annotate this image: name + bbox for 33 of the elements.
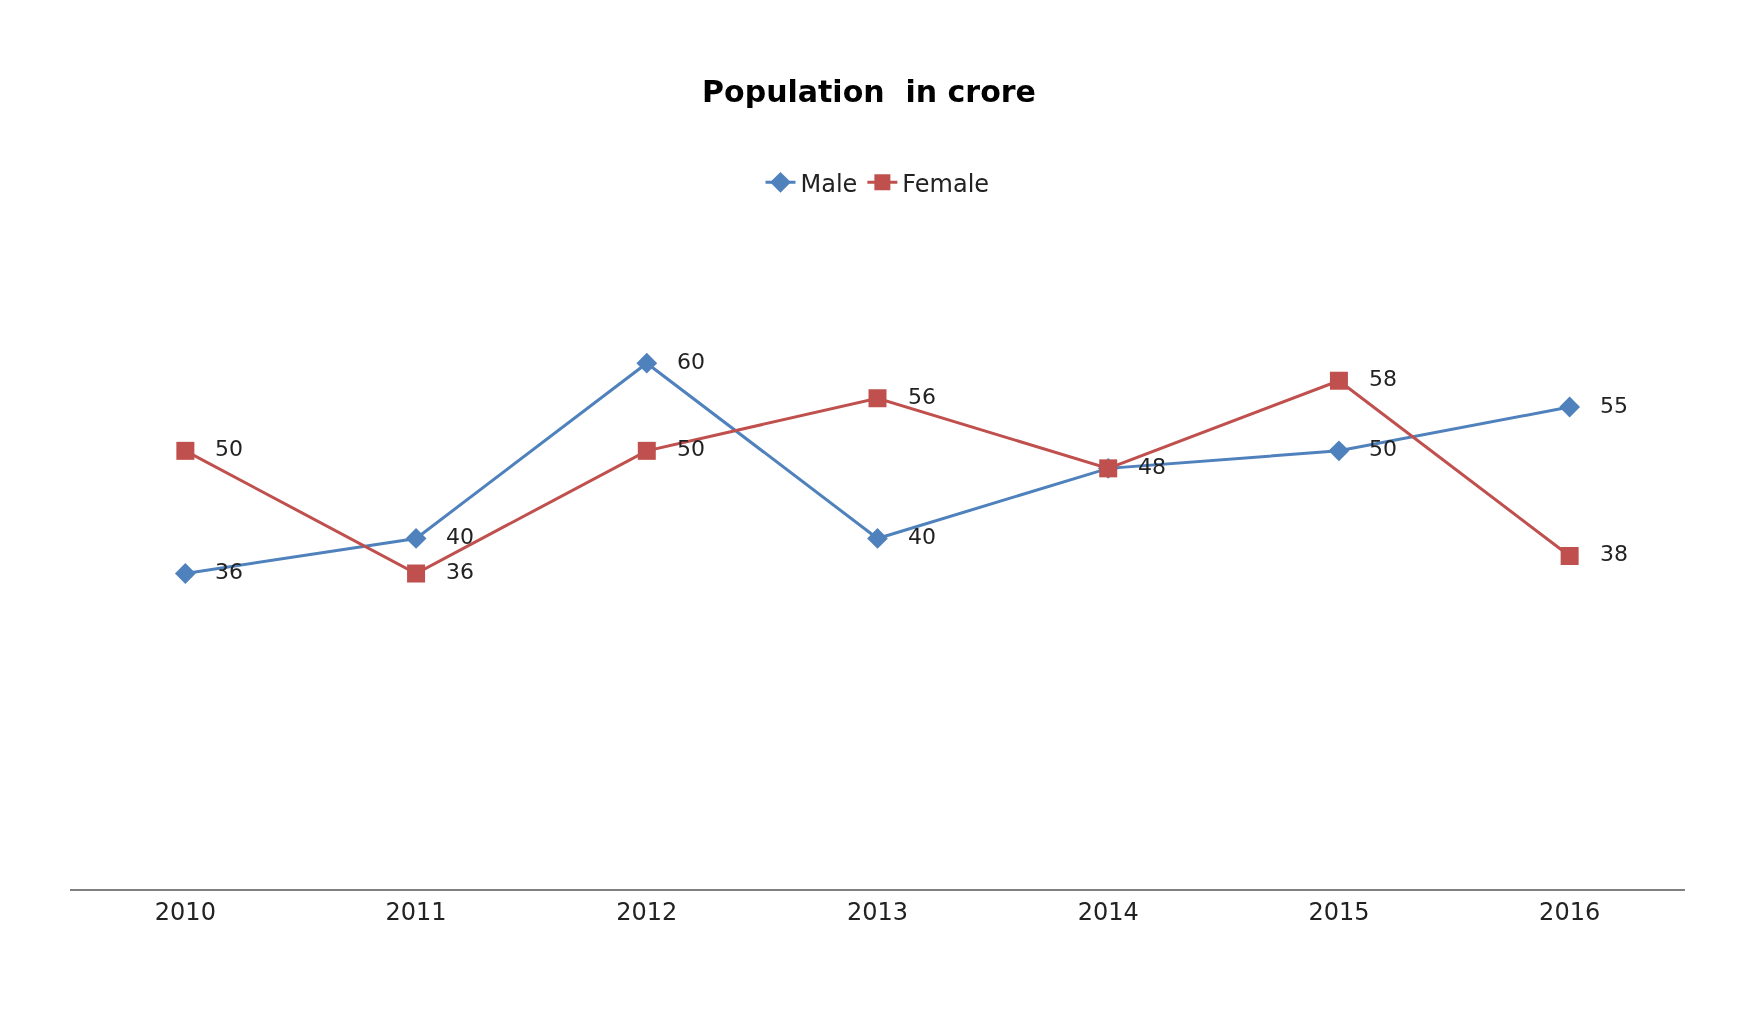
x-tick-label: 2015 [1308, 897, 1370, 926]
data-label: 40 [446, 524, 474, 549]
data-label: 56 [908, 384, 936, 409]
data-label: 50 [677, 436, 705, 461]
data-label: 55 [1600, 393, 1628, 418]
point [637, 441, 656, 460]
point [1560, 546, 1579, 565]
point [868, 389, 887, 408]
x-tick-label: 2016 [1539, 897, 1601, 926]
point [1559, 396, 1581, 418]
data-label: 58 [1369, 366, 1397, 391]
data-label: 36 [446, 559, 474, 584]
x-tick-label: 2014 [1077, 897, 1139, 926]
data-label: 50 [1369, 436, 1397, 461]
x-tick-label: 2012 [616, 897, 678, 926]
point [405, 528, 427, 549]
x-tick-label: 2011 [385, 897, 447, 926]
point [176, 441, 195, 460]
legend-label: Male [800, 169, 858, 198]
data-label: 40 [908, 524, 936, 549]
data-label: 38 [1600, 541, 1628, 566]
data-label: 50 [215, 436, 243, 461]
point [174, 563, 196, 584]
point [407, 564, 426, 583]
point [867, 528, 888, 549]
chart-title: Population in crore [702, 73, 1036, 109]
legend-label: Female [902, 169, 990, 198]
x-tick-label: 2013 [846, 897, 909, 926]
point [636, 352, 658, 374]
point [1328, 440, 1350, 462]
point [1329, 371, 1348, 390]
data-label: 60 [677, 349, 705, 374]
x-tick-label: 2010 [154, 897, 216, 926]
